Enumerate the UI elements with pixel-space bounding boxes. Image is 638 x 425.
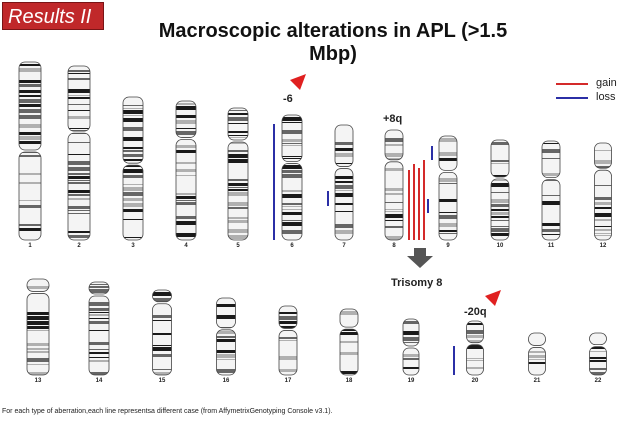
arrow-icon-chr20 xyxy=(485,290,501,306)
chromosome-12 xyxy=(594,142,612,241)
label-chr20-loss: -20q xyxy=(464,306,487,318)
footnote: For each type of aberration,each line re… xyxy=(2,408,333,415)
chromosome-number-12: 12 xyxy=(600,243,607,249)
chromosome-1 xyxy=(18,61,42,241)
chromosome-number-17: 17 xyxy=(285,378,292,384)
chromosome-number-14: 14 xyxy=(96,378,103,384)
chromosome-number-16: 16 xyxy=(223,378,230,384)
chromosome-20 xyxy=(466,320,484,376)
down-arrow-icon xyxy=(407,248,433,268)
chromosome-21 xyxy=(528,332,546,376)
chromosome-13 xyxy=(26,278,50,376)
chromosome-number-7: 7 xyxy=(342,243,346,249)
chromosome-6 xyxy=(281,114,303,241)
chromosome-number-2: 2 xyxy=(77,243,81,249)
label-chr8-gain: +8q xyxy=(383,113,403,125)
chromosome-number-20: 20 xyxy=(472,378,479,384)
chromosome-number-19: 19 xyxy=(408,378,415,384)
chromosome-9 xyxy=(438,135,458,241)
chromosome-number-3: 3 xyxy=(131,243,135,249)
chromosome-number-15: 15 xyxy=(159,378,166,384)
chromosome-number-4: 4 xyxy=(184,243,188,249)
chromosome-19 xyxy=(402,318,420,376)
label-chr6-loss: -6 xyxy=(283,93,293,105)
chromosome-number-8: 8 xyxy=(392,243,396,249)
chromosome-number-1: 1 xyxy=(28,243,32,249)
chromosome-number-5: 5 xyxy=(236,243,240,249)
chromosome-17 xyxy=(278,305,298,376)
legend-gain-label: gain xyxy=(596,77,617,89)
chromosome-22 xyxy=(589,332,607,376)
chromosome-7 xyxy=(334,124,354,241)
chromosome-18 xyxy=(339,308,359,376)
arrow-icon-chr6 xyxy=(290,74,306,90)
chromosome-number-11: 11 xyxy=(548,243,555,249)
chromosome-number-10: 10 xyxy=(497,243,504,249)
chromosome-15 xyxy=(152,289,172,376)
page-title: Macroscopic alterations in APL (>1.5 Mbp… xyxy=(158,20,508,65)
label-trisomy-8: Trisomy 8 xyxy=(391,277,443,289)
chromosome-5 xyxy=(227,107,249,241)
chromosome-8 xyxy=(384,129,404,241)
chromosome-4 xyxy=(175,100,197,241)
chromosome-2 xyxy=(67,65,91,241)
chromosome-number-21: 21 xyxy=(534,378,541,384)
chromosome-number-18: 18 xyxy=(346,378,353,384)
legend-loss-label: loss xyxy=(596,91,616,103)
chromosome-number-22: 22 xyxy=(595,378,602,384)
chromosome-16 xyxy=(216,297,236,376)
chromosome-10 xyxy=(490,139,510,241)
chromosome-14 xyxy=(88,281,110,376)
results-badge: Results II xyxy=(2,2,104,30)
chromosome-number-9: 9 xyxy=(446,243,450,249)
chromosome-11 xyxy=(541,140,561,241)
chromosome-3 xyxy=(122,96,144,241)
chromosome-number-13: 13 xyxy=(35,378,42,384)
chromosome-number-6: 6 xyxy=(290,243,294,249)
